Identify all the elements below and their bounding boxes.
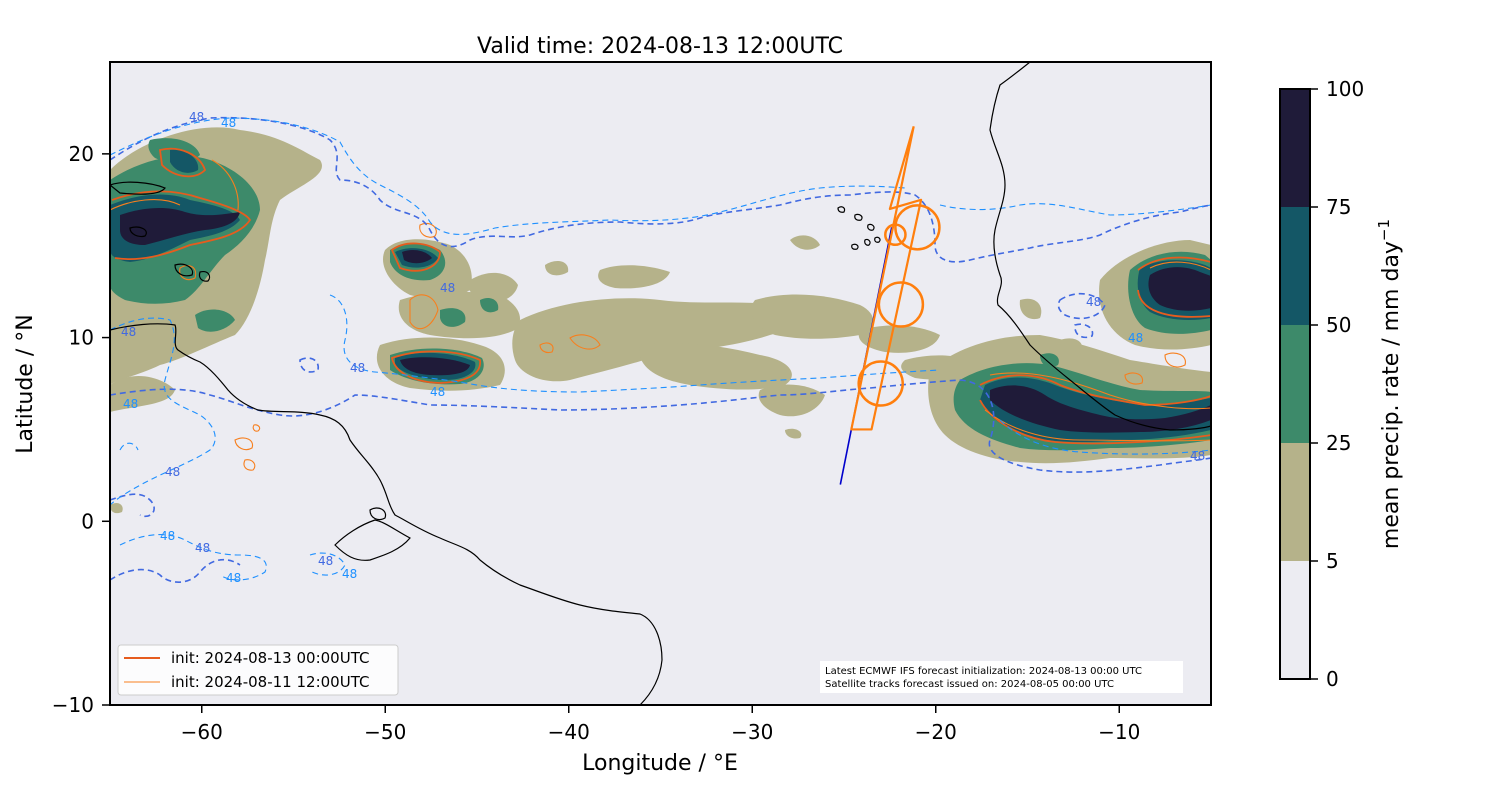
y-axis-ticks: −10 0 10 20: [52, 142, 110, 717]
colorbar-tick-label: 50: [1326, 313, 1351, 337]
flight-circles: [857, 204, 941, 407]
contour-label: 48: [160, 529, 175, 543]
flight-circle: [877, 281, 925, 328]
x-axis-ticks: −60 −50 −40 −30 −20 −10: [181, 705, 1140, 744]
figure-title: Valid time: 2024-08-13 12:00UTC: [477, 34, 843, 59]
contour-label: 48: [1190, 449, 1205, 463]
coastlines: [110, 62, 1211, 705]
contour-label: 48: [1128, 331, 1143, 345]
contour-label: 48: [318, 554, 333, 568]
x-axis-label: Longitude / °E: [582, 751, 738, 776]
contour-label: 48: [430, 385, 445, 399]
contour-label: 48: [165, 465, 180, 479]
contour-label: 48: [121, 325, 136, 339]
contour-label: 48: [226, 571, 241, 585]
flight-circle: [857, 360, 904, 407]
contour-label: 48: [1086, 295, 1101, 309]
annotation-box: [820, 661, 1183, 693]
contour-label: 48: [350, 361, 365, 375]
x-tick-label: −30: [731, 720, 773, 744]
legend-box: [117, 644, 399, 696]
colorbar-segment: [1280, 207, 1310, 325]
y-tick-label: 20: [69, 142, 94, 166]
contour-label: 48: [342, 567, 357, 581]
contour-label: 48: [221, 116, 236, 130]
x-tick-label: −60: [181, 720, 223, 744]
contour-label: 48: [440, 281, 455, 295]
x-tick-label: −10: [1098, 720, 1140, 744]
colorbar: 0 5 25 50 75 100: [1279, 77, 1364, 691]
legend-label-current: init: 2024-08-13 00:00UTC: [171, 649, 369, 667]
colorbar-tick-label: 75: [1326, 195, 1351, 219]
contour-label: 48: [195, 541, 210, 555]
colorbar-label-text: mean precip. rate / mm day: [1379, 241, 1404, 549]
legend-label-previous: init: 2024-08-11 12:00UTC: [171, 673, 369, 691]
colorbar-segment: [1280, 325, 1310, 443]
colorbar-segment: [1280, 443, 1310, 561]
x-tick-label: −20: [915, 720, 957, 744]
colorbar-tick-label: 0: [1326, 667, 1339, 691]
colorbar-label: mean precip. rate / mm day−1: [1375, 219, 1404, 549]
precip-level-75: [120, 208, 1211, 433]
precip-contours-orange: [110, 147, 1211, 471]
x-tick-label: −50: [364, 720, 406, 744]
colorbar-tick-label: 5: [1326, 549, 1339, 573]
flight-circle: [884, 223, 907, 247]
colorbar-tick-label: 25: [1326, 431, 1351, 455]
y-tick-label: 10: [69, 326, 94, 350]
colorbar-tick-label: 100: [1326, 77, 1364, 101]
y-axis-label: Latitude / °N: [13, 314, 38, 453]
annotation-line-2: Satellite tracks forecast issued on: 202…: [825, 679, 1114, 690]
precipitation-field: [110, 127, 1211, 514]
forecast-annotation: Latest ECMWF IFS forecast initialization…: [820, 661, 1183, 693]
map-frame: [109, 61, 1212, 706]
colorbar-segment: [1280, 561, 1310, 679]
y-tick-label: 0: [81, 509, 94, 533]
contour-label: 48: [189, 110, 204, 124]
annotation-line-1: Latest ECMWF IFS forecast initialization…: [825, 666, 1142, 677]
contour-label: 48: [123, 397, 138, 411]
svg-text:mean precip. rate / mm day−1: mean precip. rate / mm day−1: [1375, 219, 1404, 549]
flight-track: [850, 125, 923, 431]
colorbar-label-exponent: −1: [1375, 219, 1393, 241]
x-tick-label: −40: [548, 720, 590, 744]
flight-circle: [894, 204, 941, 251]
legend: init: 2024-08-13 00:00UTC init: 2024-08-…: [117, 644, 399, 696]
colorbar-frame: [1279, 88, 1311, 680]
colorbar-segment: [1280, 89, 1310, 207]
y-tick-label: −10: [52, 693, 94, 717]
tcwv-48-contours: [110, 116, 1211, 583]
contour-labels: 48 48 48 48 48 48 48 48 48 48 48 48 48 4…: [121, 110, 1205, 585]
